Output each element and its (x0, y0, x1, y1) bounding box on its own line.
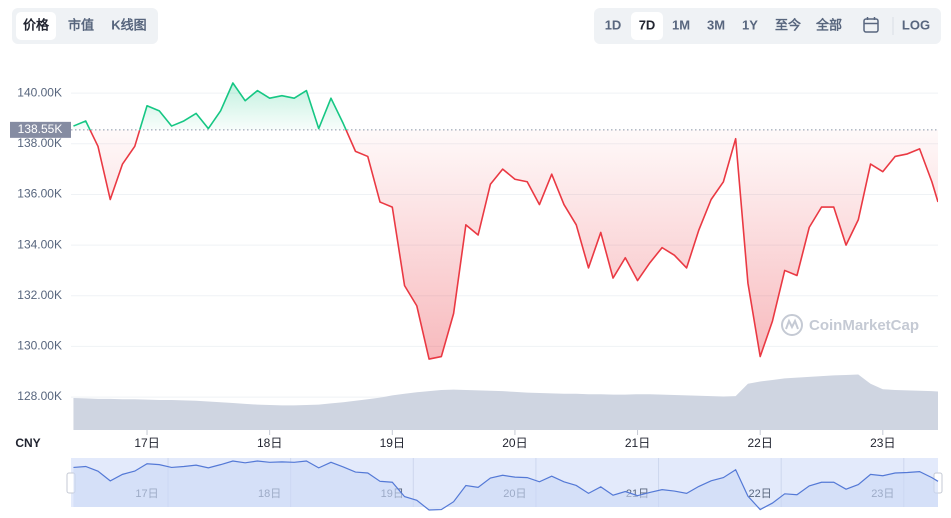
price-fill (73, 82, 938, 360)
currency-label: CNY (15, 436, 40, 450)
x-tick-label: 23日 (870, 436, 895, 450)
chart-tab[interactable]: 价格 (23, 17, 50, 32)
baseline-badge (10, 121, 71, 138)
navigator-tick-label: 22日 (749, 488, 772, 500)
range-button[interactable]: 1D (605, 17, 622, 32)
navigator-area (73, 461, 938, 511)
active-tab (16, 12, 56, 40)
y-tick-label: 136.00K (17, 187, 62, 201)
active-range (631, 12, 663, 40)
y-tick-label: 140.00K (17, 85, 62, 99)
range-tabs (594, 8, 941, 44)
y-tick-label: 128.00K (17, 389, 62, 403)
calendar-icon[interactable] (863, 17, 879, 33)
x-tick-label: 19日 (380, 436, 405, 450)
volume-area (73, 374, 938, 430)
baseline-label: 138.55K (18, 122, 63, 136)
range-button[interactable]: 全部 (815, 17, 842, 32)
plot (73, 82, 938, 430)
x-tick-label: 22日 (748, 436, 773, 450)
range-button[interactable]: 1Y (742, 17, 758, 32)
y-tick-label: 132.00K (17, 288, 62, 302)
watermark-text: CoinMarketCap (809, 317, 919, 334)
price-line (73, 82, 938, 360)
range-button[interactable]: 1M (672, 17, 690, 32)
range-button[interactable]: 3M (707, 17, 725, 32)
range-button[interactable]: 7D (639, 17, 656, 32)
chart-tab[interactable]: 市值 (68, 17, 94, 32)
x-tick-label: 18日 (257, 436, 282, 450)
chart-tab[interactable]: K线图 (111, 17, 146, 32)
x-tick-label: 21日 (625, 436, 650, 450)
navigator-line (73, 460, 939, 511)
range-button[interactable]: 至今 (775, 17, 802, 32)
y-tick-label: 134.00K (17, 237, 62, 251)
log-button[interactable]: LOG (902, 17, 930, 32)
y-tick-label: 138.00K (17, 136, 62, 150)
watermark: CoinMarketCap (781, 314, 919, 336)
x-tick-label: 20日 (502, 436, 527, 450)
x-tick-label: 17日 (134, 436, 159, 450)
y-tick-label: 130.00K (17, 339, 62, 353)
